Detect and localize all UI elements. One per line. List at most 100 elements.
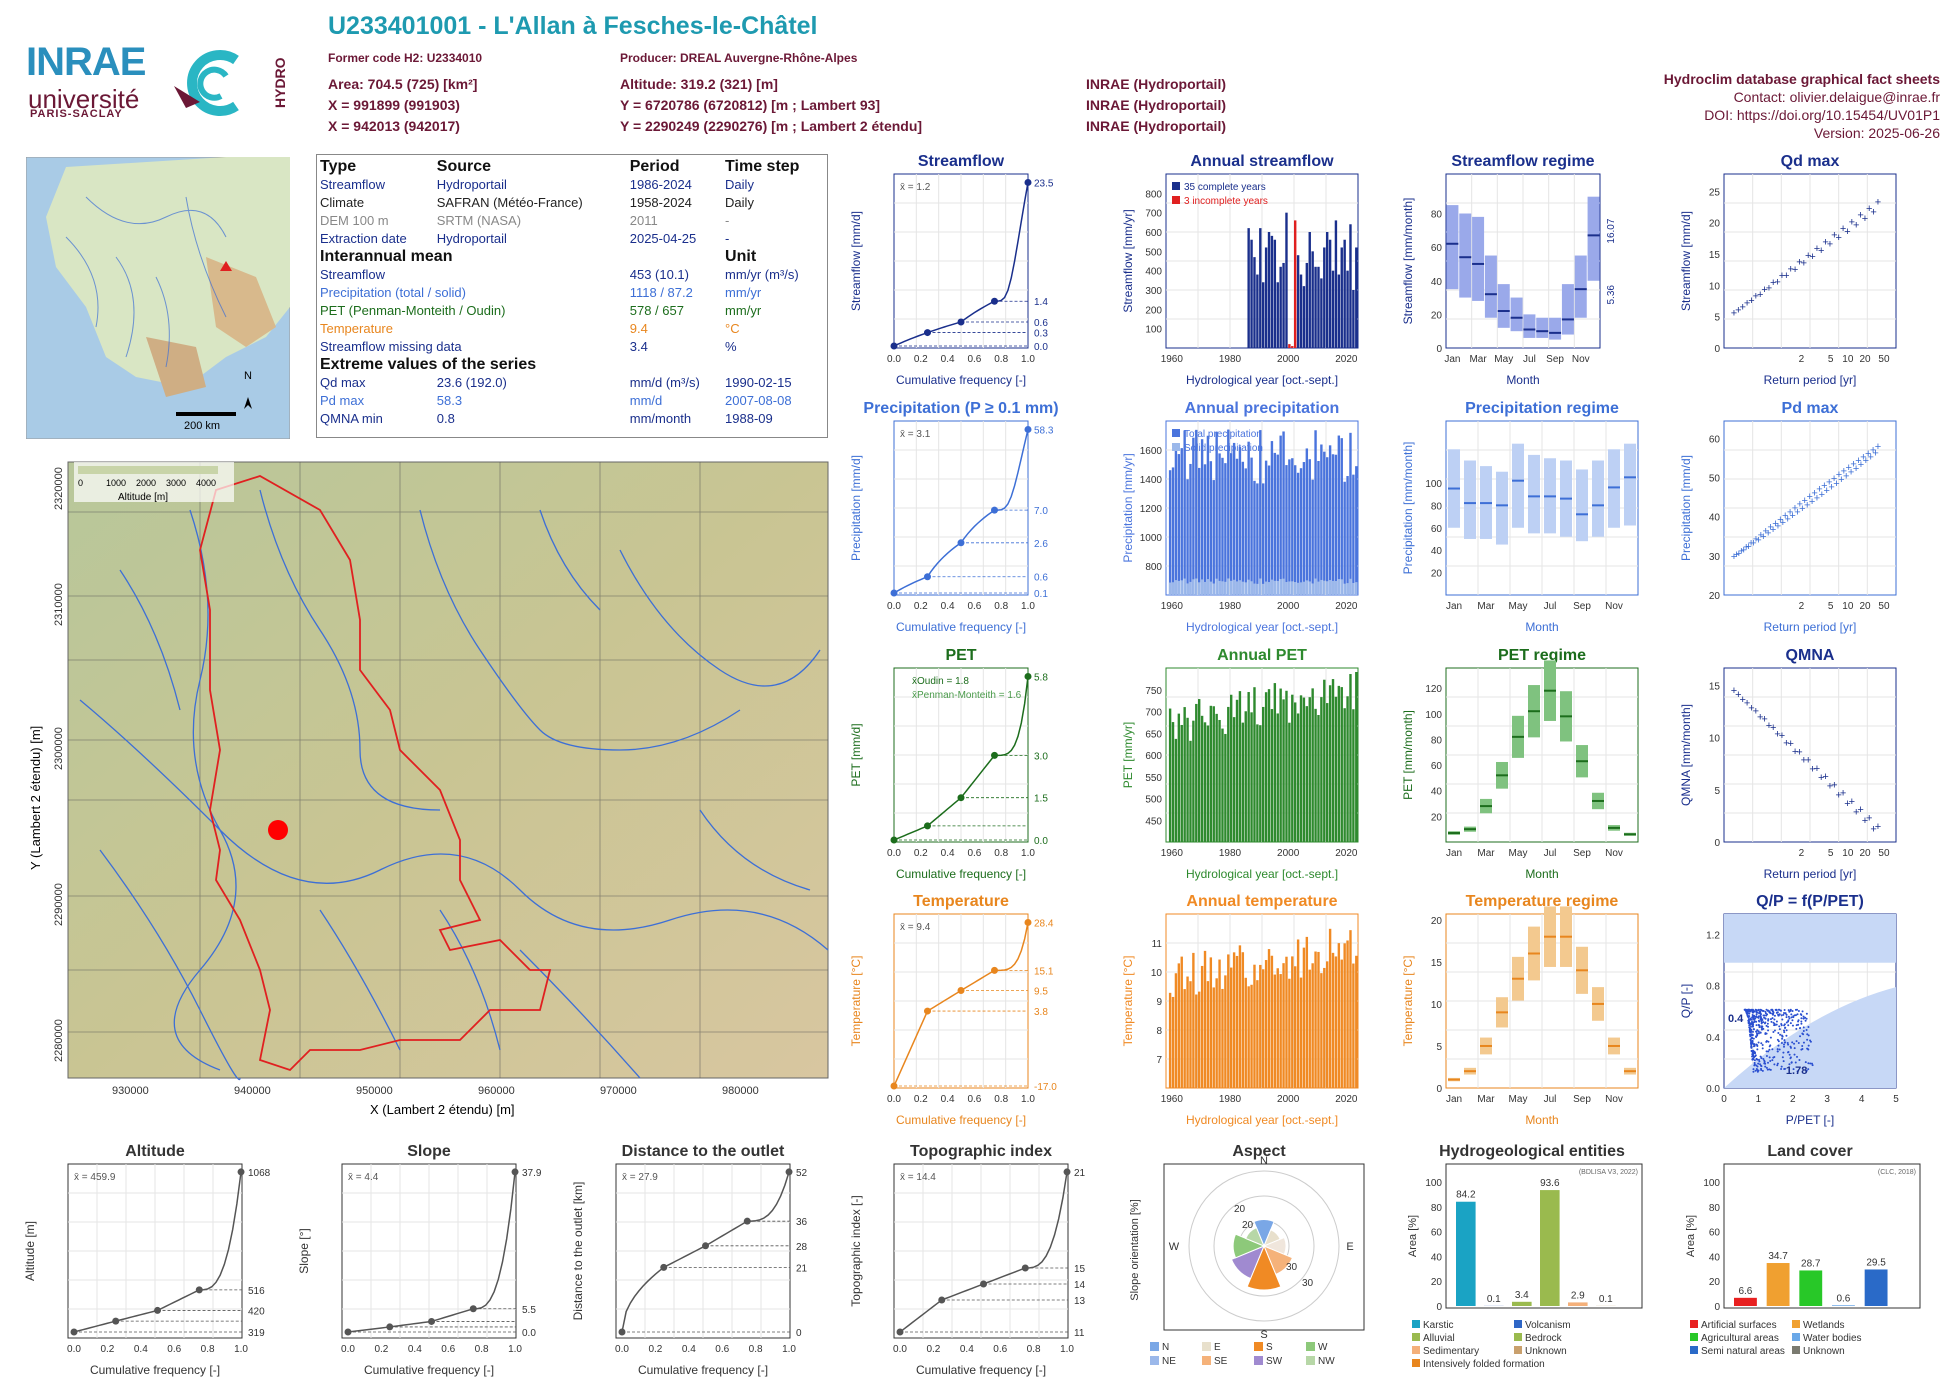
qp-point [1760, 1026, 1763, 1029]
svg-text:1000: 1000 [106, 478, 126, 488]
legend-entry: 35 complete years [1184, 182, 1266, 193]
x-tick: 0.4 [682, 1344, 696, 1355]
y-axis-label: Area [%] [1685, 1215, 1697, 1257]
qp-point [1764, 1065, 1767, 1068]
qp-point [1781, 1035, 1784, 1038]
y-axis-label: PET [mm/month] [1401, 710, 1415, 800]
qp-point [1792, 1068, 1795, 1071]
qp-point [1801, 1045, 1804, 1048]
y-tick: 80 [1709, 1203, 1721, 1214]
qp-point [1789, 1022, 1792, 1025]
bar-label: 28.7 [1801, 1258, 1821, 1269]
x-tick: 0.8 [201, 1344, 215, 1355]
qp-point [1789, 1046, 1792, 1049]
x-tick: 0.8 [994, 848, 1008, 859]
qp-point [1757, 1016, 1760, 1019]
doi-link[interactable]: DOI: https://doi.org/10.15454/UV01P1 [1704, 107, 1940, 123]
right-tick: 23.5 [1034, 178, 1054, 189]
annual-pet-chart: Annual PET Hydrological year [oct.-sept.]… [1121, 647, 1359, 881]
y-tick: 100 [1703, 1178, 1720, 1189]
annual-bar [1238, 446, 1242, 595]
annual-bar [1314, 708, 1317, 842]
temp-regime-chart: Temperature regime Month Temperature [°C] J… [1401, 893, 1639, 1127]
x-tick: 1.0 [1021, 601, 1035, 612]
y-tick: 550 [1145, 773, 1162, 784]
annual-bar [1186, 717, 1189, 842]
qp-point [1760, 1022, 1763, 1025]
right-tick: 1068 [248, 1168, 271, 1179]
version: Version: 2025-06-26 [1813, 125, 1940, 141]
annual-bar [1215, 978, 1218, 1088]
x-tick: 0.0 [887, 1094, 901, 1105]
annual-bar [1230, 967, 1233, 1088]
right-tick: 0.0 [1034, 342, 1048, 353]
y-axis-label: Q/P [-] [1679, 984, 1693, 1018]
return-point: + [1844, 798, 1850, 810]
station-location-icon [220, 261, 232, 271]
qp-point [1761, 1009, 1764, 1012]
annual-bar [1282, 963, 1285, 1088]
y-tick: 600 [1145, 751, 1162, 762]
return-point: + [1827, 781, 1833, 793]
y-tick: 400 [1145, 267, 1162, 278]
annual-bar [1331, 270, 1335, 348]
regime-box [1523, 314, 1536, 338]
right-tick: 36 [796, 1217, 808, 1228]
annual-bar [1209, 705, 1213, 842]
x-tick: 0.2 [926, 1344, 940, 1355]
annual-bar-solid [1299, 582, 1303, 595]
y-tick: 650 [1145, 729, 1162, 740]
qp-point [1767, 1018, 1770, 1021]
y-tick: 200 [1145, 305, 1162, 316]
right-tick: 28.4 [1034, 918, 1054, 929]
qp-point [1755, 1030, 1758, 1033]
qp-point [1799, 1035, 1802, 1038]
qp-point [1746, 1014, 1749, 1017]
return-point: + [1779, 270, 1785, 282]
y-axis-label: Precipitation [mm/d] [1679, 455, 1693, 561]
qp-point [1802, 1015, 1805, 1018]
annual-bar [1317, 460, 1320, 595]
right-tick: 0.0 [1034, 836, 1048, 847]
qp-point [1806, 1038, 1809, 1041]
qp-point [1804, 1061, 1807, 1064]
y-tick: 15 [1431, 958, 1443, 969]
return-point: + [1822, 771, 1828, 783]
annual-bar [1212, 706, 1215, 842]
y-tick: 5 [1714, 313, 1720, 324]
x-tick: 50 [1878, 601, 1890, 612]
annual-bar [1294, 220, 1297, 348]
legend-entry: S [1266, 1342, 1273, 1353]
annual-bar [1346, 940, 1349, 1088]
annual-bar [1334, 956, 1338, 1088]
y-tick: 60 [1431, 243, 1443, 254]
y-tick: 30 [1709, 552, 1721, 563]
return-point: + [1788, 263, 1794, 275]
annual-bar [1189, 981, 1192, 1088]
annual-bar [1171, 996, 1175, 1088]
return-point: + [1836, 232, 1842, 244]
x-tick: 5 [1893, 1094, 1899, 1105]
qp-upper-band [1724, 914, 1896, 963]
chart-title: Temperature [913, 893, 1009, 910]
qp-point [1783, 1023, 1786, 1026]
return-point: + [1770, 722, 1776, 734]
legend-swatch [1172, 443, 1180, 451]
x-tick: 0.6 [441, 1344, 455, 1355]
qp-point [1787, 1009, 1790, 1012]
svg-text:Altitude [m]: Altitude [m] [118, 492, 168, 503]
annual-bar [1288, 459, 1291, 595]
return-point: + [1827, 239, 1833, 251]
annual-bar [1273, 683, 1277, 842]
return-point: + [1797, 499, 1803, 511]
qp-point [1763, 1014, 1766, 1017]
svg-text:2290000: 2290000 [53, 883, 65, 926]
y-axis-label: Area [%] [1407, 1215, 1419, 1257]
qp-point [1758, 1024, 1761, 1027]
x-tick: 20 [1859, 601, 1871, 612]
annual-bar [1305, 448, 1309, 595]
annual-bar [1232, 717, 1236, 842]
qp-point [1783, 1012, 1786, 1015]
y-axis-label: QMNA [mm/month] [1679, 704, 1693, 806]
qp-point [1792, 1016, 1795, 1019]
